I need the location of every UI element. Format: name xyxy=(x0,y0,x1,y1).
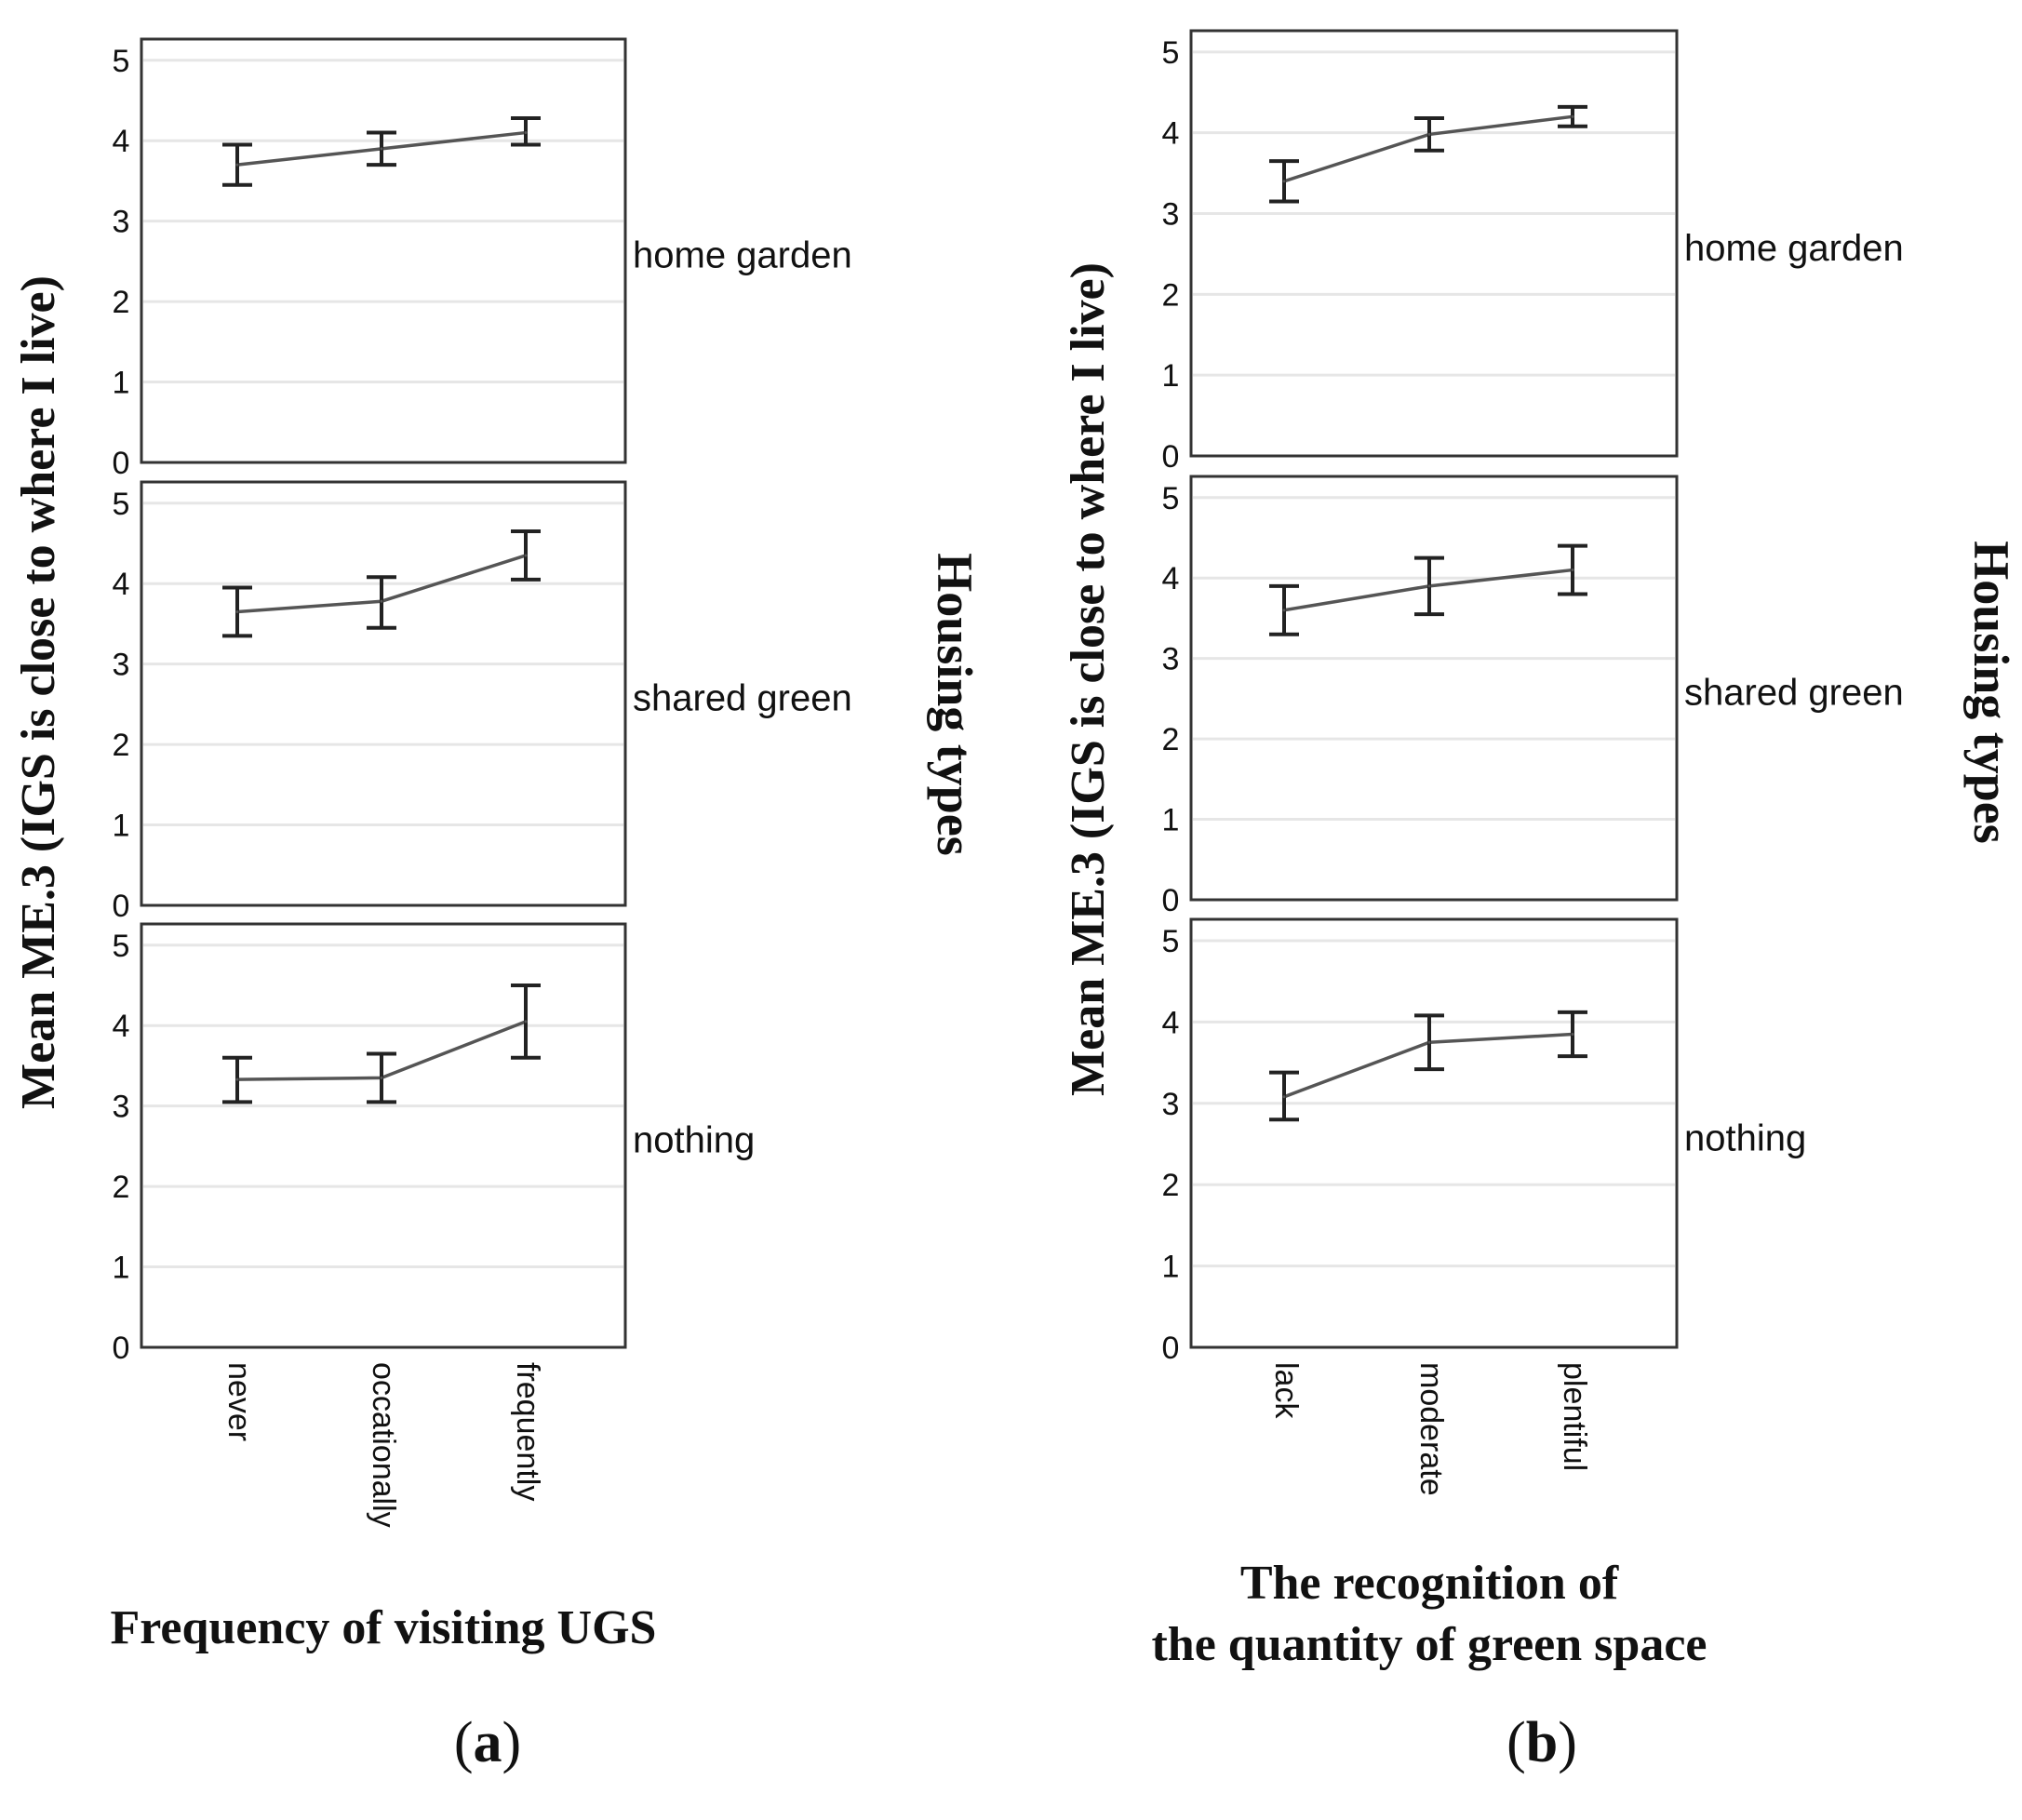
y-axis-title: Mean ME.3 (IGS is close to where I live) xyxy=(12,275,65,1109)
y-tick-label: 3 xyxy=(1162,642,1180,677)
data-point xyxy=(235,1077,239,1081)
data-point xyxy=(380,599,383,603)
y-tick-label: 2 xyxy=(113,728,130,763)
x-axis-title: Frequency of visiting UGS xyxy=(111,1601,657,1654)
y-tick-label: 2 xyxy=(1162,722,1180,757)
y-tick-label: 2 xyxy=(113,285,130,320)
facet-panel-shared-green: 0 1 2 3 4 5 shared green xyxy=(113,480,852,924)
y-tick-label: 1 xyxy=(113,1251,130,1286)
data-point xyxy=(1427,584,1431,588)
data-point xyxy=(1427,1040,1431,1044)
data-point xyxy=(1571,114,1574,118)
facet-label: home garden xyxy=(633,235,852,276)
x-category-label: lack xyxy=(1268,1362,1304,1419)
panel-label-letter: b xyxy=(1526,1711,1558,1774)
y-tick-label: 3 xyxy=(1162,1087,1180,1122)
facet-label: home garden xyxy=(1684,228,1904,269)
y-tick-label: 4 xyxy=(1162,116,1180,152)
data-point xyxy=(1282,1095,1286,1099)
panel-label: (b) xyxy=(1506,1711,1577,1774)
data-point xyxy=(1427,132,1431,136)
facet-panel-home-garden: 0 1 2 3 4 5 home garden xyxy=(1162,29,1904,475)
y-tick-label: 4 xyxy=(113,567,130,602)
panel-frame xyxy=(140,480,627,907)
panel-label-close-paren: ) xyxy=(1558,1711,1577,1774)
x-category-label: frequently xyxy=(510,1362,545,1501)
y-tick-label: 5 xyxy=(113,487,130,522)
data-point xyxy=(380,147,383,151)
y-tick-label: 1 xyxy=(1162,803,1180,838)
facet-panel-shared-green: 0 1 2 3 4 5 shared green xyxy=(1162,475,1904,918)
data-point xyxy=(235,609,239,613)
y-tick-label: 4 xyxy=(113,1009,130,1044)
panel-label-letter: a xyxy=(474,1711,502,1774)
data-point xyxy=(524,1020,528,1024)
y-tick-label: 4 xyxy=(1162,561,1180,596)
facet-axis-title: Housing types xyxy=(927,553,983,856)
data-point xyxy=(235,163,239,167)
y-tick-label: 0 xyxy=(113,446,130,481)
y-tick-label: 5 xyxy=(113,929,130,964)
y-tick-label: 3 xyxy=(113,205,130,240)
x-category-label: occationally xyxy=(366,1362,401,1528)
y-tick-label: 0 xyxy=(113,889,130,924)
chart-b: 0 1 2 3 4 5 home garden 0 1 2 3 4 5 shared green 0 1 2 3 4… xyxy=(1062,29,2019,1774)
data-point xyxy=(524,131,528,135)
panel-label-open-paren: ( xyxy=(1506,1711,1526,1774)
y-tick-label: 3 xyxy=(113,648,130,683)
x-category-label: plentiful xyxy=(1557,1362,1592,1471)
y-tick-label: 4 xyxy=(113,124,130,159)
y-tick-label: 1 xyxy=(113,366,130,401)
panel-frame xyxy=(1189,917,1679,1349)
y-tick-label: 0 xyxy=(1162,883,1180,918)
chart-a: 0 1 2 3 4 5 home garden 0 1 2 3 4 5 shared green 0 1 2 3 4… xyxy=(12,37,983,1774)
facet-label: shared green xyxy=(1684,673,1904,714)
panel-frame xyxy=(1189,475,1679,902)
y-tick-label: 0 xyxy=(113,1331,130,1366)
y-tick-label: 5 xyxy=(113,44,130,79)
y-tick-label: 4 xyxy=(1162,1005,1180,1040)
y-tick-label: 0 xyxy=(1162,439,1180,475)
data-point xyxy=(1282,609,1286,612)
x-category-label: moderate xyxy=(1413,1362,1449,1496)
data-point xyxy=(380,1076,383,1079)
panel-label: (a) xyxy=(454,1711,521,1774)
y-tick-label: 3 xyxy=(113,1090,130,1125)
panel-label-close-paren: ) xyxy=(502,1711,522,1774)
y-tick-label: 3 xyxy=(1162,197,1180,233)
panel-frame xyxy=(140,37,627,464)
data-point xyxy=(1571,1033,1574,1037)
data-point xyxy=(524,554,528,557)
facet-label: nothing xyxy=(633,1120,755,1161)
data-point xyxy=(1282,180,1286,183)
y-tick-label: 5 xyxy=(1162,481,1180,516)
y-tick-label: 5 xyxy=(1162,924,1180,959)
facet-label: shared green xyxy=(633,678,852,719)
panel-frame xyxy=(140,922,627,1349)
x-axis-title: the quantity of green space xyxy=(1151,1618,1707,1671)
panel-frame xyxy=(1189,29,1679,458)
facet-panel-nothing: 0 1 2 3 4 5 nothing xyxy=(1162,917,1806,1366)
y-tick-label: 2 xyxy=(1162,277,1180,313)
y-axis-title: Mean ME.3 (IGS is close to where I live) xyxy=(1062,262,1115,1096)
x-axis-title: The recognition of xyxy=(1240,1557,1619,1610)
facet-axis-title: Housing types xyxy=(1963,541,2019,844)
y-tick-label: 1 xyxy=(113,809,130,844)
y-tick-label: 0 xyxy=(1162,1331,1180,1366)
facet-panel-nothing: 0 1 2 3 4 5 nothing xyxy=(113,922,755,1366)
facet-label: nothing xyxy=(1684,1117,1806,1158)
y-tick-label: 1 xyxy=(1162,1250,1180,1285)
y-tick-label: 5 xyxy=(1162,35,1180,71)
x-category-label: never xyxy=(221,1362,257,1441)
y-tick-label: 1 xyxy=(1162,358,1180,394)
y-tick-label: 2 xyxy=(113,1170,130,1205)
y-tick-label: 2 xyxy=(1162,1168,1180,1203)
data-point xyxy=(1571,569,1574,572)
facet-panel-home-garden: 0 1 2 3 4 5 home garden xyxy=(113,37,852,481)
panel-label-open-paren: ( xyxy=(454,1711,474,1774)
